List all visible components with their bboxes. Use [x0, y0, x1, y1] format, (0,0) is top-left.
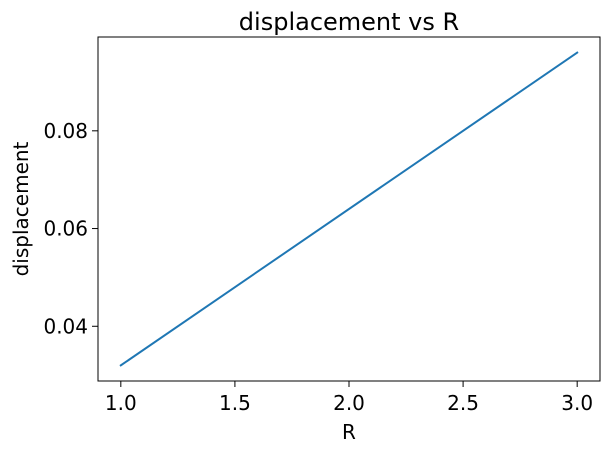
x-axis-label: R	[342, 420, 356, 444]
x-tick-label: 2.0	[333, 391, 365, 415]
x-tick-label: 1.0	[105, 391, 137, 415]
plot-area	[119, 51, 579, 367]
x-tick-label: 3.0	[561, 391, 593, 415]
y-tick-label: 0.04	[43, 314, 88, 338]
y-axis: 0.04 0.06 0.08	[43, 119, 98, 338]
chart-title: displacement vs R	[239, 8, 459, 36]
x-axis: 1.0 1.5 2.0 2.5 3.0	[105, 381, 593, 415]
y-tick-label: 0.08	[43, 119, 88, 143]
series-line-0	[119, 51, 579, 367]
x-tick-label: 1.5	[219, 391, 251, 415]
x-tick-label: 2.5	[447, 391, 479, 415]
y-axis-label: displacement	[9, 141, 33, 276]
y-tick-label: 0.06	[43, 217, 88, 241]
